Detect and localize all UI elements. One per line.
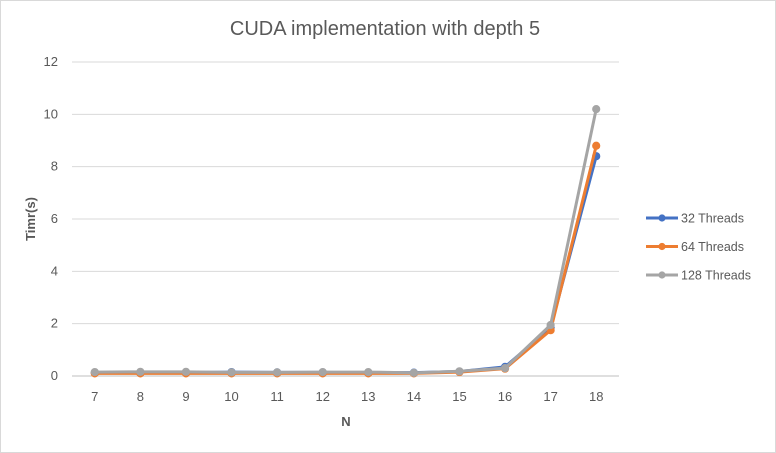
data-point xyxy=(364,367,373,377)
series-line xyxy=(93,144,598,375)
x-tick-label: 9 xyxy=(182,389,189,404)
x-axis-ticks: 7 8 9 10 11 12 13 14 15 16 17 18 xyxy=(91,389,603,404)
x-tick-label: 14 xyxy=(407,389,421,404)
series-line xyxy=(93,107,598,375)
series-2 xyxy=(90,105,601,377)
data-point xyxy=(227,368,236,377)
y-tick-label: 8 xyxy=(51,159,58,174)
legend-swatch-marker xyxy=(658,271,666,279)
x-tick-label: 11 xyxy=(270,389,284,404)
y-tick-label: 4 xyxy=(51,263,58,278)
gridlines xyxy=(72,61,619,377)
legend-item: 64 Threads xyxy=(646,240,744,254)
x-tick-label: 17 xyxy=(543,389,557,404)
legend-swatch-marker xyxy=(658,242,666,251)
y-tick-label: 10 xyxy=(44,106,58,121)
data-point xyxy=(546,320,555,330)
y-tick-label: 2 xyxy=(51,316,58,331)
x-tick-label: 18 xyxy=(589,389,603,404)
legend-label: 128 Threads xyxy=(681,269,751,283)
data-point xyxy=(592,141,601,150)
series-0 xyxy=(90,152,601,377)
x-tick-label: 10 xyxy=(224,389,238,404)
series-1 xyxy=(90,141,601,378)
x-tick-label: 13 xyxy=(361,389,375,404)
chart-title: CUDA implementation with depth 5 xyxy=(230,18,540,40)
data-point xyxy=(500,364,510,373)
data-point xyxy=(455,367,464,376)
x-tick-label: 7 xyxy=(91,389,98,404)
y-tick-label: 6 xyxy=(51,211,58,226)
legend-swatch-marker xyxy=(658,214,666,222)
data-point xyxy=(409,368,418,377)
y-axis-title: Timr(s) xyxy=(23,197,38,241)
x-tick-label: 8 xyxy=(137,389,144,404)
data-point xyxy=(592,105,601,114)
legend-label: 64 Threads xyxy=(681,240,744,254)
legend-item: 128 Threads xyxy=(646,269,751,283)
legend-item: 32 Threads xyxy=(646,212,744,226)
y-axis-ticks: 0 2 4 6 8 10 12 xyxy=(44,54,58,383)
y-tick-label: 12 xyxy=(44,54,58,69)
y-tick-label: 0 xyxy=(51,368,58,383)
x-axis-title: N xyxy=(341,414,350,429)
series-lines xyxy=(90,105,601,378)
x-tick-label: 15 xyxy=(452,389,466,404)
x-tick-label: 12 xyxy=(315,389,329,404)
legend-label: 32 Threads xyxy=(681,212,744,226)
data-point xyxy=(181,367,191,376)
series-line xyxy=(93,154,598,375)
data-point xyxy=(90,367,99,377)
x-tick-label: 16 xyxy=(498,389,512,404)
data-point xyxy=(318,367,327,377)
data-point xyxy=(136,367,145,376)
data-point xyxy=(273,368,282,377)
legend: 32 Threads 64 Threads 128 Threads xyxy=(646,212,751,283)
